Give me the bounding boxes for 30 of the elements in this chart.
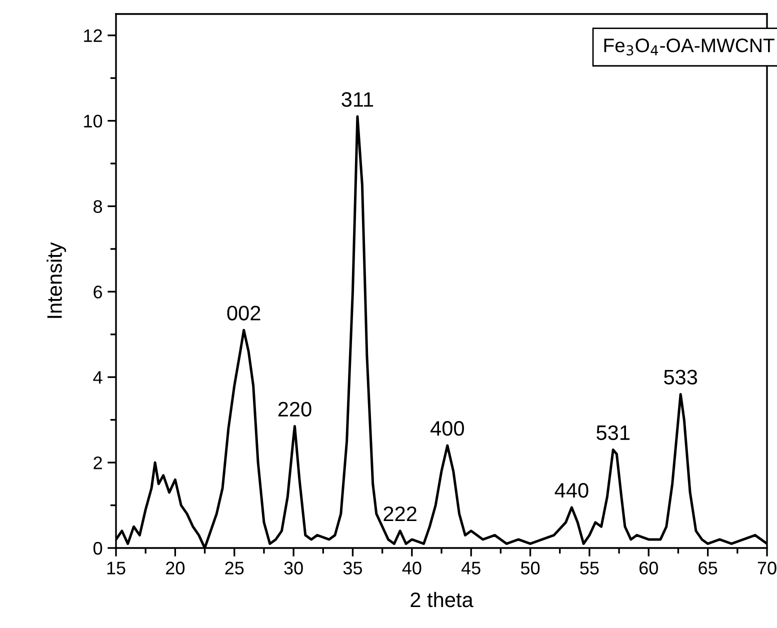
- y-tick-label: 10: [84, 114, 102, 128]
- x-tick-label: 35: [343, 562, 362, 574]
- annotation: Fe$_{3}$O$_{4}$-OA-MWCNT: [604, 38, 774, 56]
- annotation: 533: [664, 370, 698, 385]
- annotation: 400: [430, 421, 464, 436]
- y-tick-label: 2: [94, 456, 102, 470]
- x-axis-title: 2 theta: [410, 592, 474, 608]
- x-tick-label: 70: [758, 562, 776, 574]
- x-tick-label: 45: [461, 562, 480, 574]
- annotation: 220: [278, 402, 312, 417]
- x-tick-label: 65: [698, 562, 718, 574]
- x-tick-label: 30: [284, 562, 303, 574]
- y-tick-label: 0: [93, 542, 102, 555]
- x-tick-label: 15: [107, 562, 126, 574]
- x-tick-label: 60: [640, 562, 658, 574]
- annotation: 531: [596, 425, 630, 440]
- x-tick-label: 55: [580, 562, 599, 574]
- y-tick-label: 6: [94, 286, 102, 298]
- y-tick-label: 8: [94, 200, 102, 213]
- x-tick-label: 25: [225, 562, 244, 574]
- y-tick-label: 4: [93, 371, 102, 384]
- annotation: 222: [384, 506, 416, 522]
- annotation: 440: [554, 482, 588, 498]
- x-tick-label: 50: [520, 562, 540, 574]
- annotation: 002: [227, 306, 260, 320]
- y-tick-label: 12: [84, 29, 102, 42]
- x-tick-label: 40: [402, 562, 422, 574]
- y-axis-title: Intensity: [46, 242, 66, 318]
- x-tick-label: 20: [166, 562, 185, 574]
- annotation: 311: [342, 92, 374, 107]
